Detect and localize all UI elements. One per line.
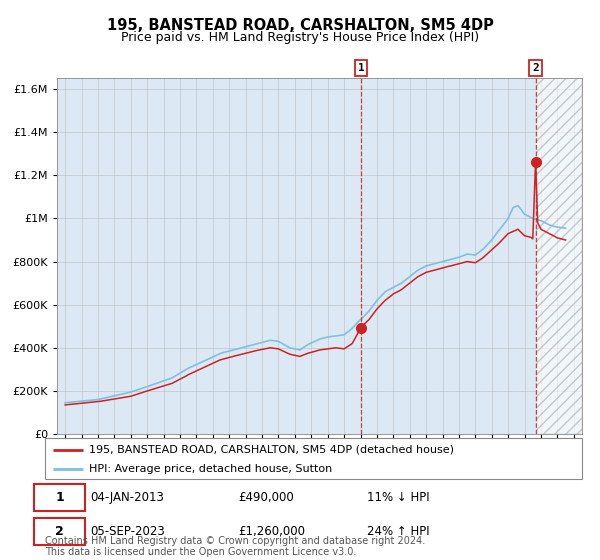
Text: 195, BANSTEAD ROAD, CARSHALTON, SM5 4DP (detached house): 195, BANSTEAD ROAD, CARSHALTON, SM5 4DP …: [89, 445, 454, 455]
FancyBboxPatch shape: [45, 438, 582, 479]
Text: 2: 2: [532, 63, 539, 73]
Text: £1,260,000: £1,260,000: [238, 525, 305, 538]
Text: 2: 2: [55, 525, 64, 538]
Text: 05-SEP-2023: 05-SEP-2023: [91, 525, 166, 538]
FancyBboxPatch shape: [34, 518, 85, 544]
Text: 11% ↓ HPI: 11% ↓ HPI: [367, 491, 430, 504]
Text: 24% ↑ HPI: 24% ↑ HPI: [367, 525, 430, 538]
Text: Price paid vs. HM Land Registry's House Price Index (HPI): Price paid vs. HM Land Registry's House …: [121, 31, 479, 44]
Text: HPI: Average price, detached house, Sutton: HPI: Average price, detached house, Sutt…: [89, 464, 332, 474]
Text: Contains HM Land Registry data © Crown copyright and database right 2024.
This d: Contains HM Land Registry data © Crown c…: [45, 535, 425, 557]
Text: 1: 1: [55, 491, 64, 504]
Bar: [536, 78, 582, 434]
Text: £490,000: £490,000: [238, 491, 294, 504]
Text: 04-JAN-2013: 04-JAN-2013: [91, 491, 164, 504]
FancyBboxPatch shape: [34, 484, 85, 511]
Text: 195, BANSTEAD ROAD, CARSHALTON, SM5 4DP: 195, BANSTEAD ROAD, CARSHALTON, SM5 4DP: [107, 18, 493, 33]
Text: 1: 1: [358, 63, 364, 73]
